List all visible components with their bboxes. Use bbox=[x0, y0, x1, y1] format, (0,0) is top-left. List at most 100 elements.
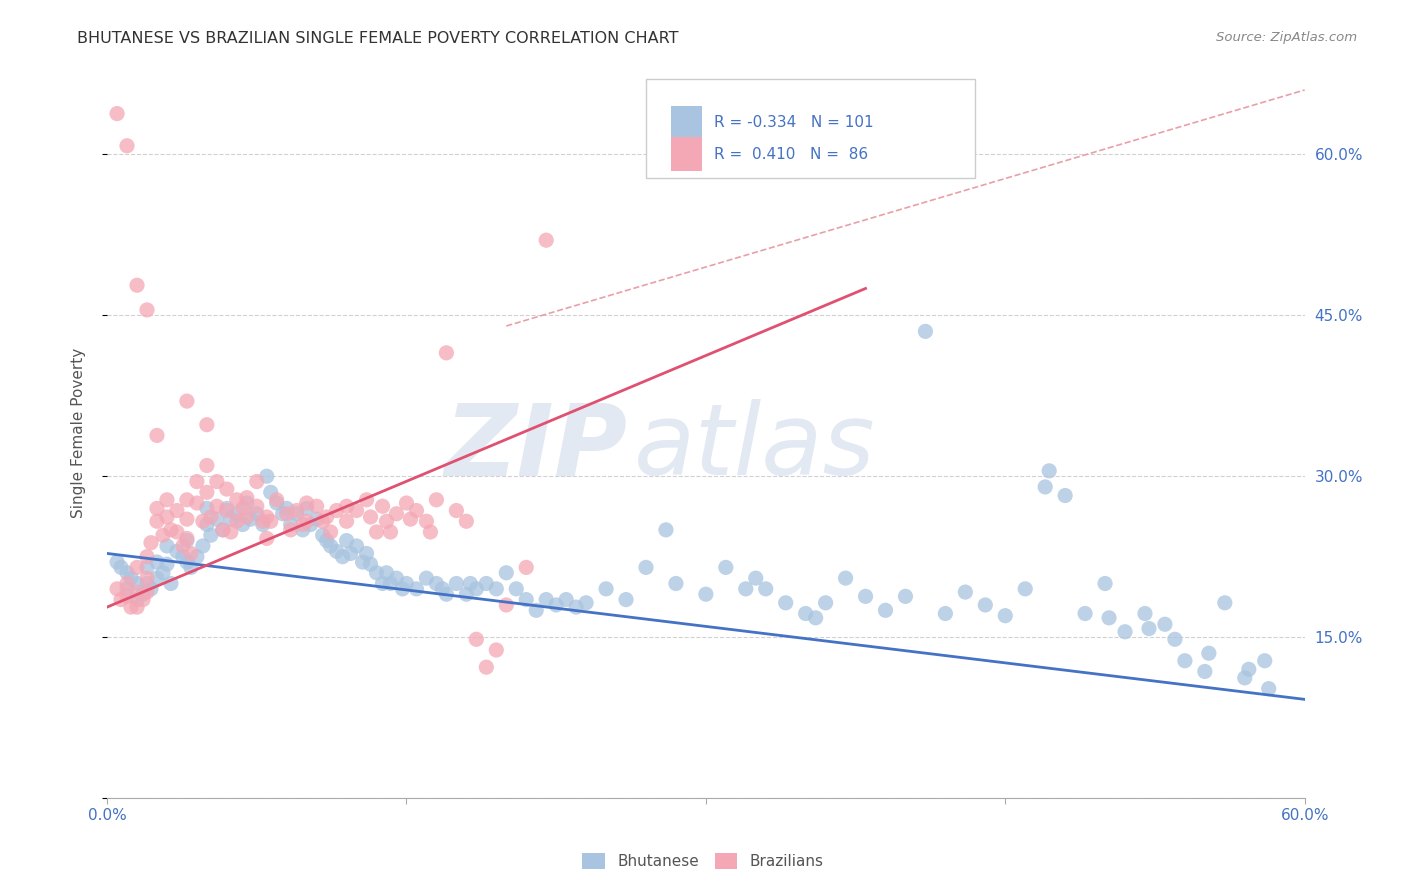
Point bbox=[166, 524, 188, 539]
Point bbox=[280, 517, 302, 532]
Point bbox=[252, 517, 274, 532]
Point bbox=[146, 571, 169, 585]
Point bbox=[375, 566, 398, 580]
Point bbox=[132, 587, 155, 601]
Point bbox=[260, 485, 283, 500]
Point bbox=[156, 510, 179, 524]
Point bbox=[125, 592, 148, 607]
Point bbox=[495, 566, 517, 580]
Point bbox=[285, 503, 308, 517]
Point bbox=[804, 611, 827, 625]
Point bbox=[205, 475, 228, 489]
Point bbox=[295, 501, 318, 516]
Point bbox=[465, 582, 488, 596]
Point bbox=[994, 608, 1017, 623]
Point bbox=[434, 346, 457, 360]
Point bbox=[695, 587, 717, 601]
Point bbox=[434, 587, 457, 601]
Point bbox=[200, 510, 222, 524]
Point bbox=[794, 607, 817, 621]
Point bbox=[132, 592, 155, 607]
Point bbox=[139, 582, 162, 596]
Point bbox=[371, 576, 394, 591]
Point bbox=[415, 514, 437, 528]
Point bbox=[425, 492, 447, 507]
Point bbox=[200, 528, 222, 542]
Point bbox=[146, 514, 169, 528]
Point bbox=[1154, 617, 1177, 632]
Point bbox=[176, 394, 198, 409]
Point bbox=[534, 233, 557, 247]
Point bbox=[152, 528, 174, 542]
Point bbox=[524, 603, 547, 617]
FancyBboxPatch shape bbox=[671, 137, 702, 171]
Point bbox=[460, 576, 482, 591]
Point bbox=[395, 496, 418, 510]
Point bbox=[1137, 622, 1160, 636]
Point bbox=[125, 600, 148, 615]
Point bbox=[195, 501, 218, 516]
Text: R = -0.334   N = 101: R = -0.334 N = 101 bbox=[714, 115, 875, 130]
Point bbox=[115, 582, 138, 596]
Point bbox=[1098, 611, 1121, 625]
Point bbox=[236, 510, 259, 524]
Point bbox=[380, 524, 402, 539]
Point bbox=[432, 582, 454, 596]
Point bbox=[405, 582, 427, 596]
Point bbox=[246, 475, 269, 489]
Point bbox=[146, 555, 169, 569]
Point bbox=[136, 585, 159, 599]
Point bbox=[105, 555, 128, 569]
Point bbox=[232, 517, 254, 532]
Point bbox=[105, 106, 128, 120]
Point bbox=[1038, 464, 1060, 478]
Point bbox=[475, 576, 498, 591]
Text: Source: ZipAtlas.com: Source: ZipAtlas.com bbox=[1216, 31, 1357, 45]
Point bbox=[146, 501, 169, 516]
Point bbox=[136, 560, 159, 574]
Point bbox=[319, 524, 342, 539]
Point bbox=[1213, 596, 1236, 610]
Point bbox=[1133, 607, 1156, 621]
Point bbox=[555, 592, 578, 607]
Point bbox=[156, 492, 179, 507]
Point bbox=[115, 576, 138, 591]
Point bbox=[1174, 654, 1197, 668]
Point bbox=[352, 555, 374, 569]
Point bbox=[1014, 582, 1036, 596]
Point bbox=[115, 590, 138, 604]
Point bbox=[195, 485, 218, 500]
Point bbox=[339, 546, 361, 560]
Point bbox=[120, 600, 142, 615]
Text: R =  0.410   N =  86: R = 0.410 N = 86 bbox=[714, 147, 869, 161]
Point bbox=[380, 576, 402, 591]
Point bbox=[176, 533, 198, 548]
Point bbox=[1194, 665, 1216, 679]
Text: ZIP: ZIP bbox=[446, 400, 628, 496]
Point bbox=[1114, 624, 1136, 639]
Y-axis label: Single Female Poverty: Single Female Poverty bbox=[72, 348, 86, 518]
Point bbox=[565, 600, 588, 615]
Point bbox=[256, 469, 278, 483]
Point bbox=[219, 512, 242, 526]
Point bbox=[105, 582, 128, 596]
Point bbox=[894, 590, 917, 604]
Point bbox=[495, 598, 517, 612]
Point bbox=[280, 523, 302, 537]
Point bbox=[456, 514, 478, 528]
Point bbox=[211, 523, 233, 537]
Point bbox=[775, 596, 797, 610]
Point bbox=[336, 514, 359, 528]
Point bbox=[1094, 576, 1116, 591]
Point bbox=[360, 510, 382, 524]
Point bbox=[456, 587, 478, 601]
Point bbox=[215, 501, 238, 516]
Point bbox=[219, 524, 242, 539]
Point bbox=[176, 512, 198, 526]
Point bbox=[195, 458, 218, 473]
Point bbox=[176, 532, 198, 546]
Point bbox=[515, 560, 537, 574]
Point bbox=[236, 491, 259, 505]
Point bbox=[755, 582, 778, 596]
FancyBboxPatch shape bbox=[645, 79, 976, 178]
